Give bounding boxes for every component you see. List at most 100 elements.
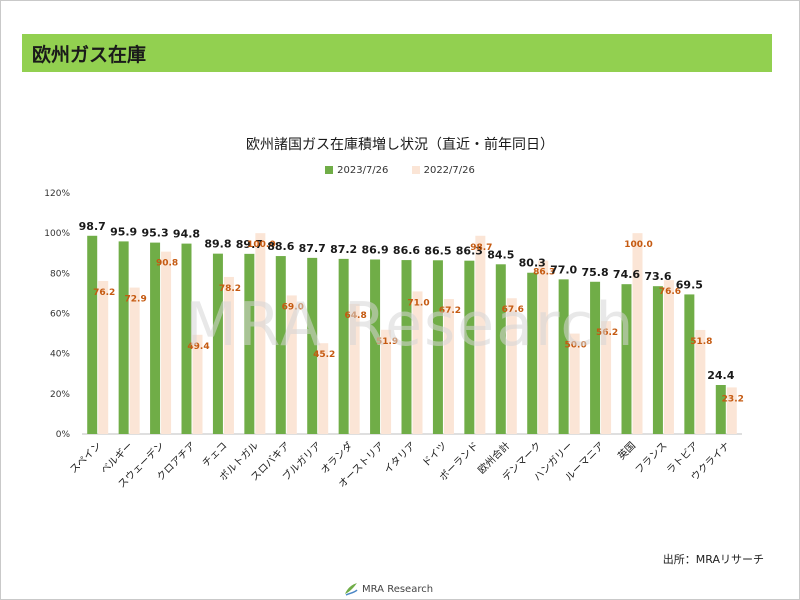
source-note: 出所：MRAリサーチ — [662, 553, 764, 566]
bar-2022 — [349, 303, 360, 434]
data-label-2023: 89.7 — [236, 238, 263, 251]
bar-2022 — [632, 233, 643, 434]
data-label-2022: 49.4 — [187, 342, 209, 352]
leaf-swirl-icon — [345, 583, 358, 596]
header-bar: 欧州ガス在庫 — [22, 34, 772, 72]
data-label-2022: 100.0 — [247, 240, 275, 250]
bar-2023 — [558, 279, 569, 434]
bar-2022 — [695, 329, 706, 434]
bar-2023 — [401, 260, 412, 434]
data-label-2023: 89.8 — [204, 238, 231, 251]
data-label-2022: 86.3 — [533, 268, 555, 278]
data-label-2023: 95.3 — [142, 227, 169, 240]
bar-2022 — [569, 333, 580, 434]
data-label-2023: 75.8 — [582, 266, 609, 279]
bar-2023 — [432, 260, 443, 434]
category-label: フランス — [633, 440, 670, 477]
legend-item-2023: 2023/7/26 — [325, 165, 388, 176]
data-label-2022: 100.0 — [624, 240, 652, 250]
bar-2022 — [98, 280, 109, 434]
data-label-2022: 76.2 — [93, 288, 115, 298]
data-label-2023: 86.6 — [393, 244, 420, 257]
data-label-2022: 98.7 — [470, 243, 492, 253]
chart-legend: 2023/7/26 2022/7/26 — [0, 165, 800, 176]
data-label-2022: 67.2 — [439, 306, 461, 316]
data-label-2022: 78.2 — [219, 284, 241, 294]
data-label-2023: 98.7 — [79, 220, 106, 233]
data-label-2023: 88.6 — [267, 240, 294, 253]
data-label-2023: 84.5 — [487, 248, 514, 261]
data-label-2023: 94.8 — [173, 228, 200, 241]
bar-2023 — [495, 264, 506, 434]
watermark: MRA Research — [185, 290, 636, 360]
y-tick-label: 120% — [44, 189, 70, 199]
data-label-2022: 71.0 — [407, 298, 429, 308]
bar-2022 — [129, 287, 140, 434]
bar-2022 — [475, 235, 486, 434]
chart-title: 欧州諸国ガス在庫積増し状況（直近・前年同日） — [246, 137, 554, 153]
bar-2022 — [255, 233, 266, 434]
data-label-2023: 95.9 — [110, 225, 137, 238]
bar-2023 — [527, 272, 538, 434]
bar-2022 — [192, 334, 203, 434]
category-label: ドイツ — [421, 440, 450, 469]
bar-2023 — [87, 235, 98, 434]
data-label-2022: 51.9 — [376, 337, 398, 347]
data-label-2022: 50.0 — [565, 341, 587, 351]
data-label-2022: 90.8 — [156, 259, 178, 269]
bar-2023 — [244, 253, 255, 434]
bar-2023 — [150, 242, 161, 434]
data-label-2023: 24.4 — [707, 369, 734, 382]
bar-2023 — [715, 384, 726, 434]
data-label-2022: 64.8 — [345, 311, 367, 321]
y-tick-label: 80% — [50, 269, 70, 279]
data-label-2023: 87.2 — [330, 243, 357, 256]
data-label-2022: 23.2 — [722, 394, 744, 404]
footer-logo-text: MRA Research — [362, 584, 434, 595]
category-label: スペイン — [68, 440, 104, 476]
data-label-2023: 80.3 — [519, 257, 546, 270]
legend-item-2022: 2022/7/26 — [411, 165, 475, 176]
legend-label-2023: 2023/7/26 — [337, 165, 389, 176]
bar-2022 — [726, 387, 737, 434]
bar-2022 — [223, 276, 234, 434]
bar-2022 — [443, 299, 454, 434]
y-tick-label: 100% — [44, 229, 70, 239]
bar-2022 — [538, 260, 549, 434]
bar-2023 — [307, 257, 318, 434]
data-label-2022: 72.9 — [125, 295, 147, 305]
data-label-2023: 86.5 — [424, 244, 451, 257]
bar-2022 — [663, 280, 674, 434]
bar-2022 — [286, 295, 297, 434]
data-label-2022: 51.8 — [690, 337, 712, 347]
data-label-2023: 87.7 — [299, 242, 326, 255]
bar-2022 — [161, 251, 172, 434]
y-tick-label: 60% — [50, 310, 70, 320]
bar-2022 — [381, 329, 392, 434]
bar-2022 — [412, 291, 423, 434]
data-label-2023: 69.5 — [676, 278, 703, 291]
data-label-2023: 77.0 — [550, 263, 577, 276]
data-label-2022: 69.0 — [282, 302, 304, 312]
bar-2023 — [652, 286, 663, 434]
data-label-2023: 86.3 — [456, 245, 483, 258]
category-label: イタリア — [382, 440, 418, 476]
bar-2023 — [590, 281, 601, 434]
bar-2022 — [318, 343, 329, 434]
data-label-2023: 74.6 — [613, 268, 640, 281]
bar-2023 — [370, 259, 381, 434]
data-label-2023: 73.6 — [644, 270, 671, 283]
y-tick-label: 20% — [50, 390, 70, 400]
bar-2023 — [275, 256, 286, 434]
data-label-2023: 86.9 — [362, 243, 389, 256]
legend-label-2022: 2022/7/26 — [423, 165, 475, 176]
bar-2023 — [684, 294, 695, 434]
data-label-2022: 67.6 — [502, 305, 524, 315]
category-label: 英国 — [615, 439, 638, 462]
bar-2023 — [181, 243, 192, 434]
bar-2022 — [601, 321, 612, 434]
category-label: チェコ — [200, 440, 230, 470]
legend-swatch-2023 — [325, 166, 334, 174]
bar-2023 — [464, 260, 475, 434]
bar-2023 — [338, 258, 349, 434]
